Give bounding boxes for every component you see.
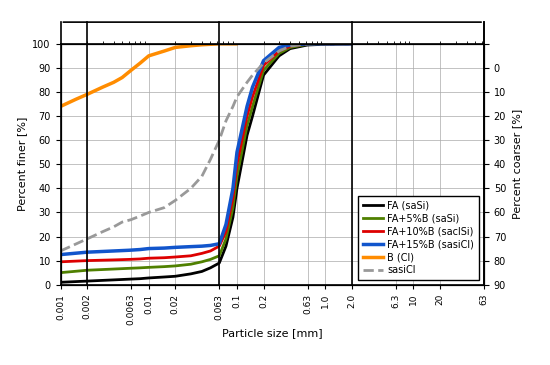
Y-axis label: Percent finer [%]: Percent finer [%] xyxy=(17,117,27,211)
Y-axis label: Percent coarser [%]: Percent coarser [%] xyxy=(512,109,521,219)
Legend: FA (saSi), FA+5%B (saSi), FA+10%B (saclSi), FA+15%B (sasiCl), B (Cl), sasiCl: FA (saSi), FA+5%B (saSi), FA+10%B (saclS… xyxy=(358,196,479,280)
X-axis label: Particle size [mm]: Particle size [mm] xyxy=(222,328,322,338)
